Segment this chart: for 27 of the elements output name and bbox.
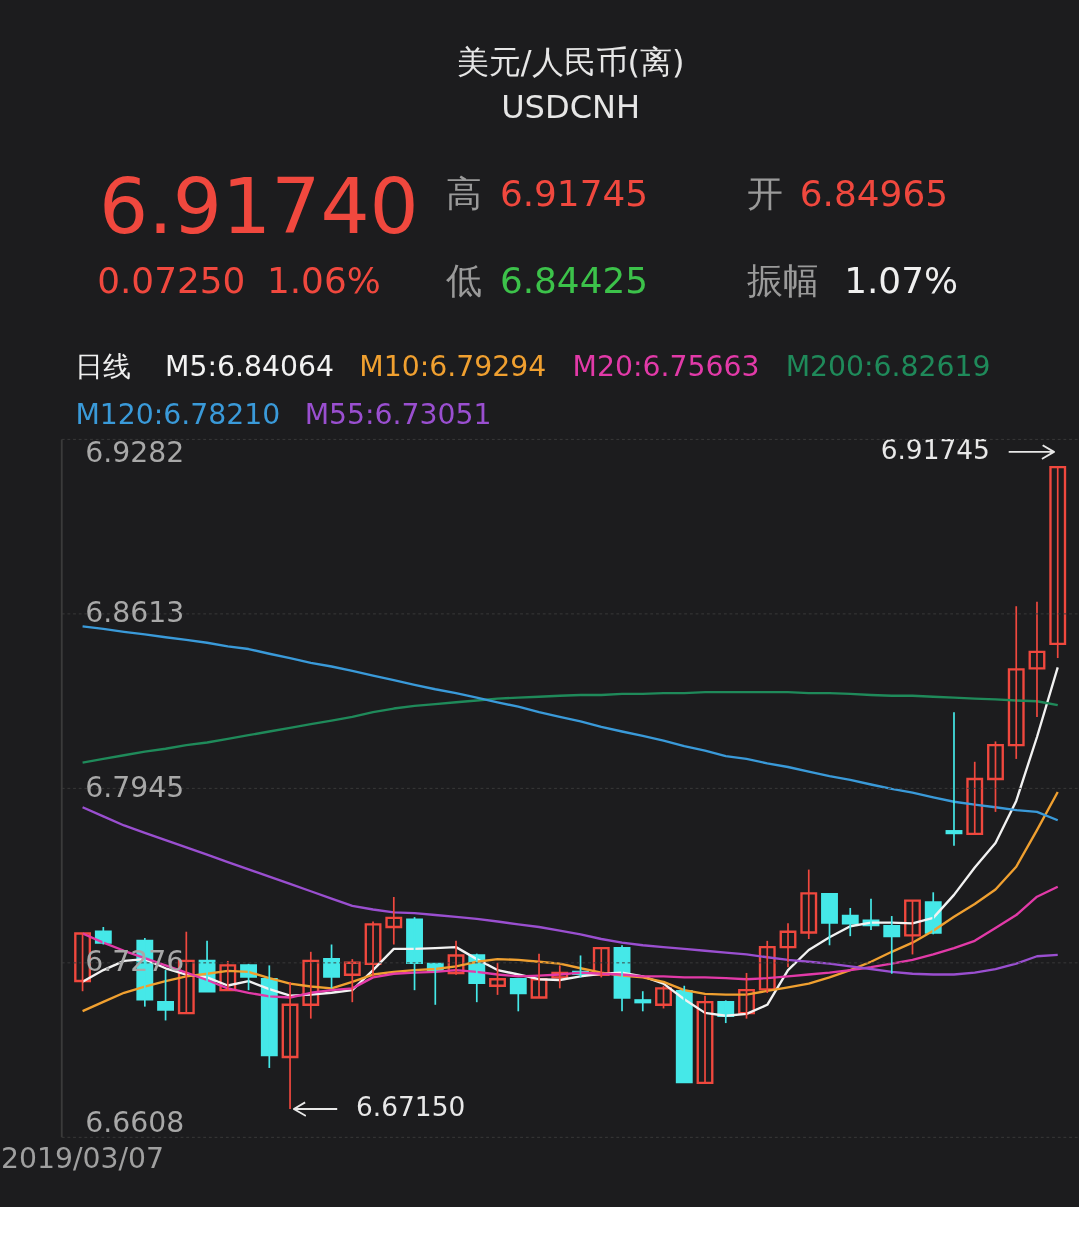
text: 日线 xyxy=(75,349,132,383)
y-tick-label: 6.8613 xyxy=(85,596,185,630)
text: M55:6.73051 xyxy=(304,397,492,431)
y-tick-label: 6.7945 xyxy=(85,770,185,804)
x-tick-label: 2019/03/07 xyxy=(1,1141,165,1175)
annotation: 6.91745 xyxy=(880,434,990,466)
text: 6.91745 xyxy=(499,172,649,214)
text: M200:6.82619 xyxy=(785,349,991,383)
text: 开 xyxy=(747,172,783,214)
text: M5:6.84064 xyxy=(165,349,334,383)
text: 高 xyxy=(446,172,483,214)
text: 1.06% xyxy=(266,259,381,301)
chart-subtitle: USDCNH xyxy=(501,88,641,127)
chart-title: 美元/人民币(离) xyxy=(456,42,685,81)
text: M120:6.78210 xyxy=(75,397,281,431)
text: 6.84965 xyxy=(799,172,948,214)
text: M20:6.75663 xyxy=(572,349,760,383)
text: 1.07% xyxy=(844,259,958,301)
text: 6.84425 xyxy=(499,259,649,301)
text: 低 xyxy=(446,259,483,301)
text: 0.07250 xyxy=(97,259,246,301)
y-tick-label: 6.6608 xyxy=(85,1105,185,1139)
text: 6.91740 xyxy=(99,161,419,252)
y-tick-label: 6.9282 xyxy=(85,436,185,470)
annotation: 6.67150 xyxy=(356,1091,466,1123)
text: M10:6.79294 xyxy=(359,349,547,383)
text: 振幅 xyxy=(747,259,819,301)
